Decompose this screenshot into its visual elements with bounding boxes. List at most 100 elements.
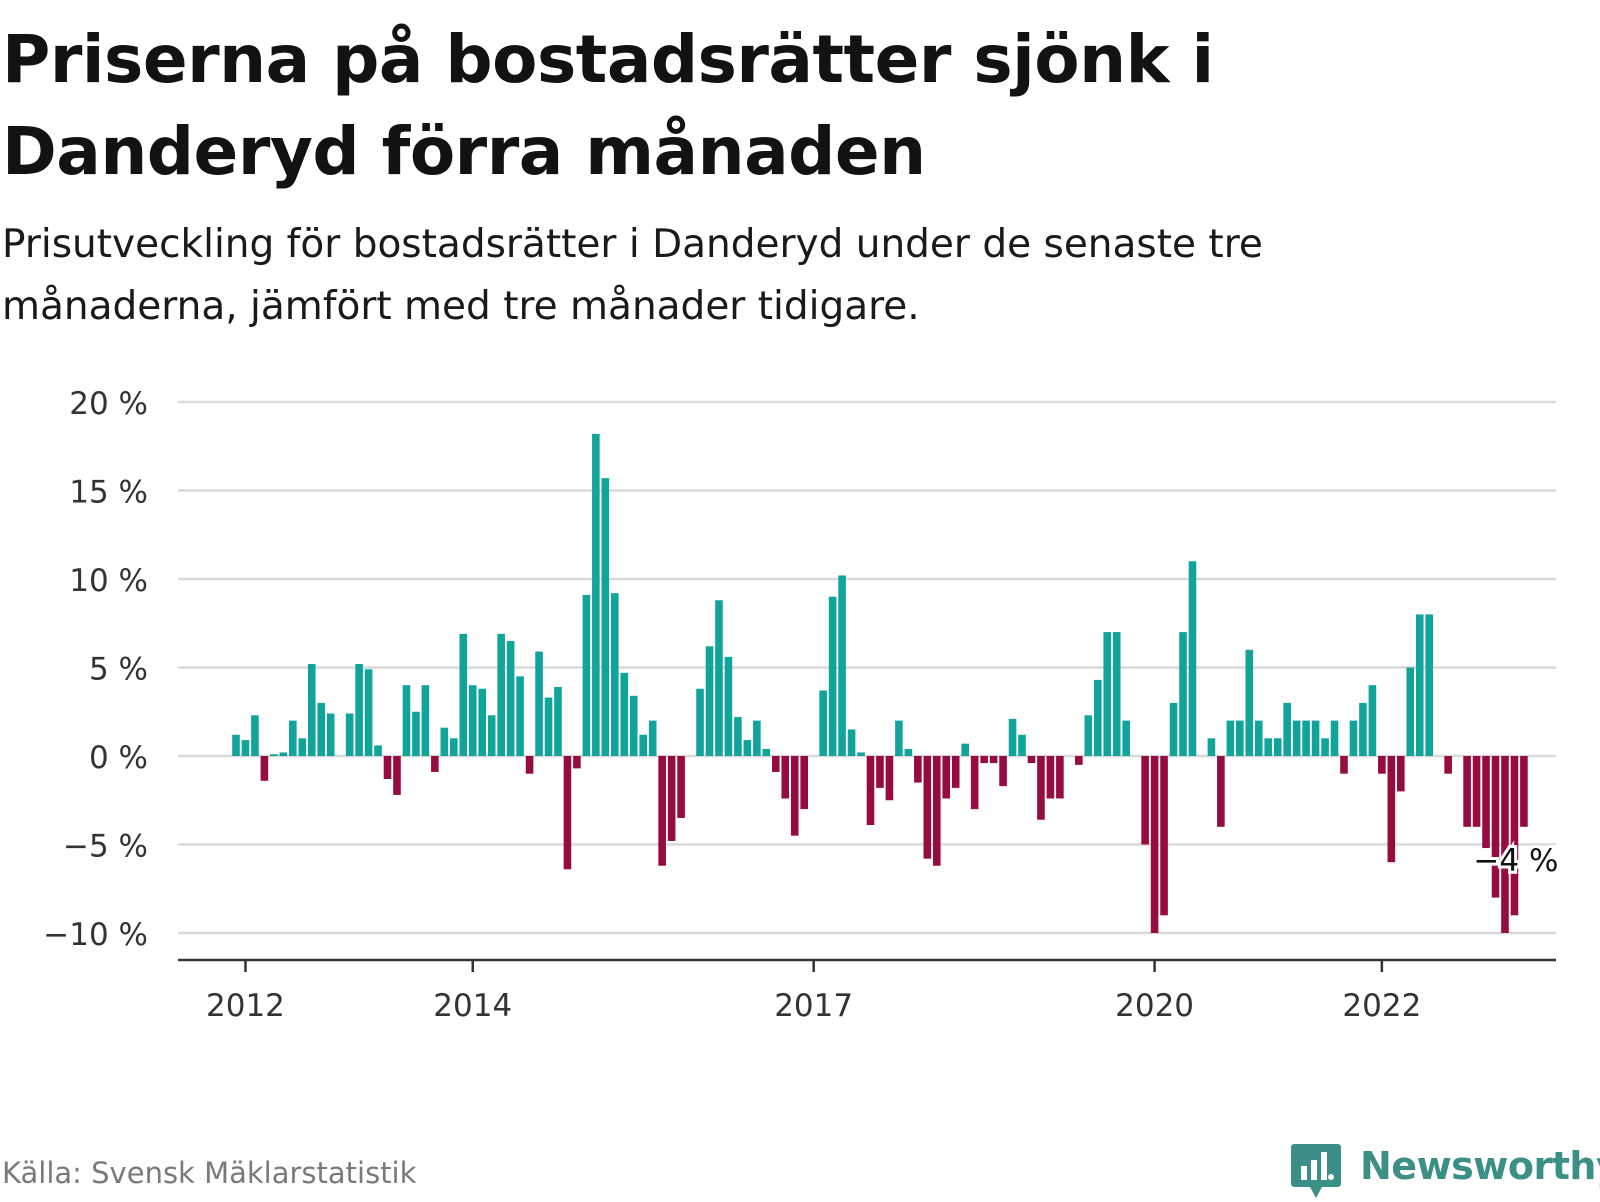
bar[interactable]: [1406, 667, 1415, 757]
bar[interactable]: [895, 720, 903, 756]
bar[interactable]: [516, 676, 524, 756]
bar[interactable]: [1037, 756, 1045, 820]
bar[interactable]: [535, 651, 543, 756]
bar[interactable]: [1397, 756, 1405, 792]
bar[interactable]: [478, 688, 487, 756]
bar[interactable]: [705, 646, 714, 756]
bar[interactable]: [1520, 756, 1528, 827]
bar[interactable]: [1330, 720, 1339, 756]
bar[interactable]: [402, 685, 411, 756]
bar[interactable]: [1349, 720, 1358, 756]
bar[interactable]: [1368, 685, 1377, 756]
bar[interactable]: [468, 685, 477, 756]
bar[interactable]: [431, 756, 439, 772]
bar[interactable]: [667, 756, 676, 841]
bar[interactable]: [620, 672, 629, 756]
bar[interactable]: [1463, 756, 1471, 827]
bar[interactable]: [582, 594, 591, 756]
bar[interactable]: [1444, 756, 1452, 774]
bar[interactable]: [1122, 720, 1130, 756]
bar[interactable]: [1084, 715, 1093, 756]
bar[interactable]: [440, 727, 449, 756]
bar[interactable]: [554, 686, 562, 756]
bar[interactable]: [241, 740, 250, 756]
bar[interactable]: [1217, 756, 1225, 827]
bar[interactable]: [989, 756, 998, 764]
bar[interactable]: [1226, 720, 1235, 756]
bar[interactable]: [289, 720, 297, 756]
bar[interactable]: [506, 640, 515, 756]
bar[interactable]: [450, 738, 458, 756]
bar[interactable]: [999, 756, 1007, 787]
bar[interactable]: [677, 756, 685, 818]
bar[interactable]: [459, 633, 468, 756]
bar[interactable]: [1056, 756, 1064, 799]
bar[interactable]: [525, 756, 534, 774]
bar[interactable]: [544, 697, 553, 756]
bar[interactable]: [980, 756, 988, 764]
bar[interactable]: [819, 690, 827, 756]
bar[interactable]: [1491, 756, 1500, 898]
bar[interactable]: [885, 756, 894, 801]
bar[interactable]: [1378, 756, 1386, 774]
bar[interactable]: [487, 715, 496, 756]
bar[interactable]: [932, 756, 941, 866]
bar[interactable]: [270, 754, 278, 756]
bar[interactable]: [1075, 756, 1083, 765]
bar[interactable]: [1359, 702, 1367, 756]
bar[interactable]: [857, 752, 865, 756]
bar[interactable]: [412, 711, 420, 756]
bar[interactable]: [724, 656, 733, 756]
bar[interactable]: [355, 663, 363, 756]
bar[interactable]: [279, 752, 288, 756]
bar[interactable]: [696, 688, 704, 756]
bar[interactable]: [1273, 738, 1282, 756]
bar[interactable]: [1415, 614, 1424, 756]
bar[interactable]: [1321, 738, 1329, 756]
bar[interactable]: [914, 756, 922, 783]
bar[interactable]: [232, 734, 240, 756]
bar[interactable]: [1179, 632, 1187, 756]
bar[interactable]: [715, 600, 723, 756]
bar[interactable]: [1302, 720, 1310, 756]
bar[interactable]: [1018, 734, 1026, 756]
bar[interactable]: [1311, 720, 1320, 756]
bar[interactable]: [1207, 738, 1216, 756]
bar[interactable]: [1008, 718, 1017, 756]
bar[interactable]: [1283, 702, 1291, 756]
bar[interactable]: [393, 756, 401, 795]
bar[interactable]: [734, 717, 742, 756]
brand-logo[interactable]: Newsworthy: [1290, 1140, 1600, 1200]
bar[interactable]: [1482, 756, 1490, 849]
bar[interactable]: [828, 596, 837, 756]
bar[interactable]: [374, 745, 382, 756]
bar[interactable]: [251, 715, 259, 756]
bar[interactable]: [317, 702, 326, 756]
bar[interactable]: [1292, 720, 1301, 756]
bar[interactable]: [951, 756, 960, 788]
bar[interactable]: [1254, 720, 1263, 756]
bar[interactable]: [1236, 720, 1244, 756]
bar[interactable]: [1245, 649, 1254, 756]
bar[interactable]: [611, 593, 619, 756]
bar[interactable]: [260, 756, 269, 781]
bar[interactable]: [942, 756, 951, 799]
bar[interactable]: [1387, 756, 1396, 863]
bar[interactable]: [1264, 738, 1273, 756]
bar[interactable]: [800, 756, 808, 810]
bar[interactable]: [1046, 756, 1055, 799]
bar[interactable]: [307, 663, 316, 756]
bar[interactable]: [1103, 632, 1112, 756]
bar[interactable]: [298, 738, 307, 756]
bar[interactable]: [1340, 756, 1348, 774]
bar[interactable]: [1141, 756, 1149, 845]
bar[interactable]: [1027, 756, 1036, 764]
bar[interactable]: [497, 633, 505, 756]
bar[interactable]: [1472, 756, 1481, 827]
bar[interactable]: [876, 756, 884, 788]
bar[interactable]: [970, 756, 979, 810]
bar[interactable]: [904, 748, 913, 756]
bar[interactable]: [847, 729, 856, 756]
bar[interactable]: [1150, 756, 1159, 933]
bar[interactable]: [345, 713, 354, 756]
